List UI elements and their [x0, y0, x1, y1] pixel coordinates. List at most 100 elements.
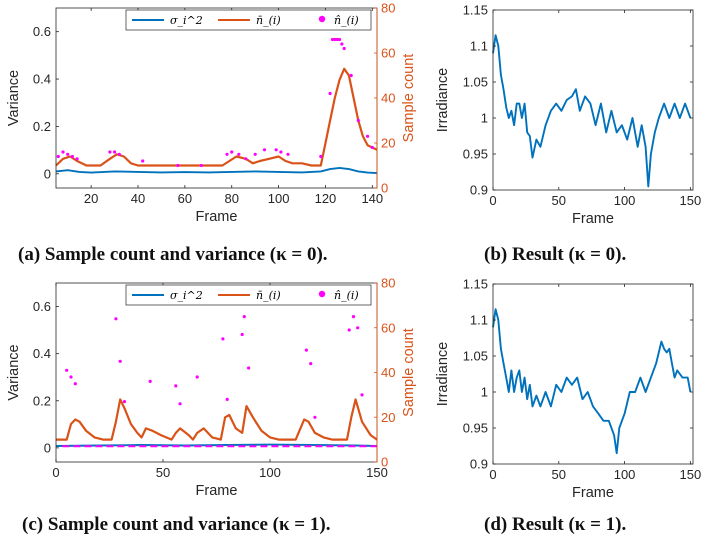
y-right-tick-label: 80: [381, 276, 395, 291]
x-tick-label: 140: [361, 191, 383, 206]
x-tick-label: 50: [552, 193, 566, 208]
plot-frame: [55, 7, 378, 189]
data-point-a-2: [70, 154, 74, 159]
legend-label-mean-count: n̄_(i): [256, 289, 281, 302]
y-right-tick-label: 20: [381, 136, 395, 151]
data-point-a-2: [176, 163, 180, 168]
y-right-tick-label: 60: [381, 320, 395, 335]
x-tick-label: 150: [680, 193, 702, 208]
data-point-a-2: [237, 152, 241, 156]
y-right-tick-label: 0: [381, 455, 388, 470]
data-point-a-2: [342, 46, 346, 51]
data-point-c-2: [351, 315, 356, 319]
y-tick-label: 1.1: [470, 39, 488, 54]
legend-label-mean-count: n̄_(i): [256, 14, 281, 27]
data-point-a-2: [333, 37, 337, 42]
x-axis-label: Frame: [196, 209, 238, 225]
data-point-c-2: [178, 402, 182, 406]
data-point-c-2: [73, 382, 77, 386]
data-point-a-2: [366, 134, 370, 138]
data-point-a-2: [337, 37, 342, 42]
x-tick-label: 20: [84, 191, 98, 206]
data-point-a-2: [349, 73, 353, 78]
data-point-c-2: [195, 375, 199, 379]
legend-label-sample-count: n̂_(i): [334, 289, 359, 302]
data-point-a-2: [56, 154, 60, 159]
y-axis-label: Irradiance: [435, 68, 451, 132]
data-point-c-2: [360, 393, 364, 397]
data-point-c-2: [221, 337, 225, 341]
y-tick-label: 0.6: [33, 24, 51, 39]
y-tick-label: 0.95: [463, 421, 488, 436]
data-point-a-2: [108, 150, 112, 154]
data-point-c-2: [65, 368, 69, 372]
data-point-a-2: [274, 148, 278, 152]
data-point-a-2: [66, 152, 70, 156]
y-right-tick-label: 40: [381, 365, 395, 380]
data-point-a-2: [61, 150, 65, 154]
data-point-a-2: [230, 150, 234, 154]
series-line-a-1: [55, 67, 378, 167]
legend: σ_i^2 n̄_(i) n̂_(i): [125, 284, 372, 306]
plot-frame: [492, 283, 694, 465]
x-tick-label: 0: [52, 465, 59, 480]
data-point-a-2: [113, 150, 117, 154]
y-tick-label: 1.15: [463, 277, 488, 292]
plot-frame: [492, 9, 694, 191]
y-tick-label: 0: [44, 440, 51, 455]
x-tick-label: 100: [268, 191, 290, 206]
data-point-c-2: [122, 400, 127, 404]
x-tick-label: 100: [259, 465, 281, 480]
y-tick-label: 0.9: [470, 457, 488, 472]
data-point-c-2: [309, 362, 313, 366]
y-right-tick-label: 80: [381, 1, 395, 16]
x-tick-label: 150: [366, 465, 388, 480]
x-tick-label: 50: [156, 465, 170, 480]
y-tick-label: 0.4: [33, 346, 51, 361]
x-tick-label: 150: [680, 467, 702, 482]
data-point-a-2: [75, 157, 79, 161]
x-axis-label: Frame: [196, 483, 238, 499]
y-right-tick-label: 40: [381, 91, 395, 106]
data-point-c-2: [225, 397, 229, 401]
data-point-a-2: [279, 150, 283, 154]
legend-swatch-sample-count: [318, 290, 326, 298]
data-point-a-2: [328, 91, 332, 96]
data-point-a-2: [340, 42, 344, 46]
data-point-a-2: [319, 154, 323, 159]
data-point-a-2: [262, 148, 267, 152]
data-point-c-2: [347, 328, 351, 332]
series-line-c-1: [56, 398, 378, 441]
x-tick-label: 40: [131, 191, 145, 206]
y-right-tick-label: 60: [381, 46, 395, 61]
chart-a: 20 40 60 80 100 120 14000.20.40.6020406080Fram…: [6, 1, 417, 226]
data-point-c-2: [356, 326, 360, 330]
y-tick-label: 0.4: [33, 72, 51, 87]
data-point-a-2: [244, 157, 248, 161]
data-point-c-2: [242, 315, 246, 319]
y-axis-label: Irradiance: [435, 342, 451, 406]
data-point-a-2: [330, 37, 335, 42]
y-right-tick-label: 0: [381, 181, 388, 196]
data-point-c-2: [118, 359, 122, 363]
data-point-a-2: [199, 163, 203, 168]
data-point-a-2: [253, 152, 257, 156]
legend-swatch-sample-count: [318, 15, 326, 23]
x-tick-label: 0: [489, 193, 496, 208]
y-axis-label: Variance: [6, 344, 22, 400]
y-tick-label: 0.2: [33, 119, 51, 134]
caption-d: (d) Result (κ = 1).: [484, 514, 627, 535]
data-point-c-2: [114, 317, 118, 321]
data-point-a-2: [335, 37, 339, 42]
y-tick-label: 1.05: [463, 349, 488, 364]
x-tick-label: 50: [552, 467, 566, 482]
y-tick-label: 0: [44, 166, 51, 181]
caption-c: (c) Sample count and variance (κ = 1).: [22, 514, 331, 535]
data-point-c-2: [174, 384, 178, 388]
data-point-c-2: [313, 415, 317, 419]
x-tick-label: 0: [489, 467, 496, 482]
y-tick-label: 1.05: [463, 75, 488, 90]
y-tick-label: 0.6: [33, 299, 51, 314]
x-tick-label: 80: [224, 191, 238, 206]
